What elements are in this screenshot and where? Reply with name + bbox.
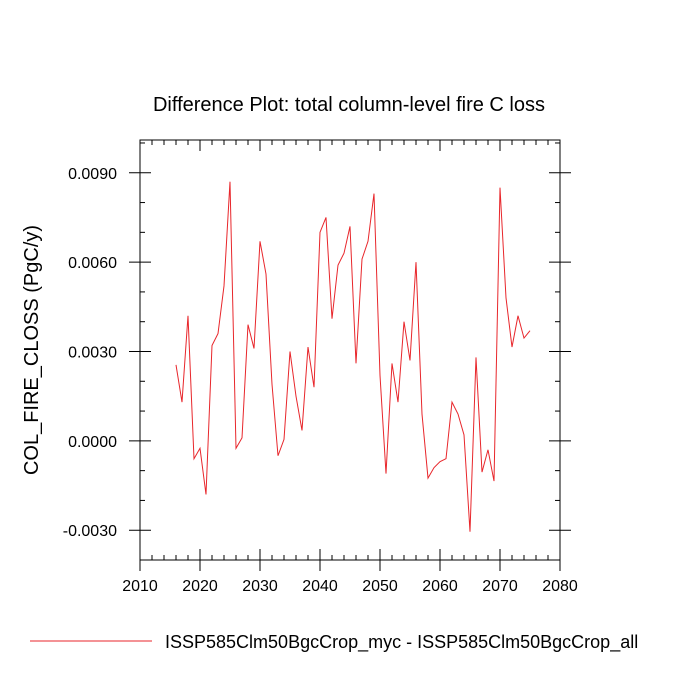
series-line <box>175 181 531 532</box>
y-tick-label: 0.0030 <box>68 344 117 361</box>
y-tick-label: 0.0000 <box>68 434 117 451</box>
x-tick-label: 2020 <box>182 578 218 595</box>
x-tick-label: 2010 <box>122 578 158 595</box>
y-tick-label: 0.0060 <box>68 255 117 272</box>
legend: ISSP585Clm50BgcCrop_myc - ISSP585Clm50Bg… <box>30 632 638 653</box>
y-axis-label: COL_FIRE_CLOSS (PgC/y) <box>21 225 43 475</box>
plot-frame <box>139 139 561 561</box>
x-tick-label: 2080 <box>542 578 578 595</box>
axis-ticks <box>129 140 571 571</box>
y-tick-label: -0.0030 <box>63 523 117 540</box>
series-layer <box>175 181 531 532</box>
tick-labels: 2010 2020 2030 2040 2050 2060 2070 2080 -0.0030 0… <box>63 166 578 595</box>
x-tick-label: 2030 <box>242 578 278 595</box>
chart-title: Difference Plot: total column-level fire… <box>153 94 545 116</box>
x-tick-label: 2060 <box>422 578 458 595</box>
x-tick-label: 2070 <box>482 578 518 595</box>
y-tick-label: 0.0090 <box>68 166 117 183</box>
x-tick-label: 2040 <box>302 578 338 595</box>
x-tick-label: 2050 <box>362 578 398 595</box>
legend-label: ISSP585Clm50BgcCrop_myc - ISSP585Clm50Bg… <box>165 632 638 653</box>
